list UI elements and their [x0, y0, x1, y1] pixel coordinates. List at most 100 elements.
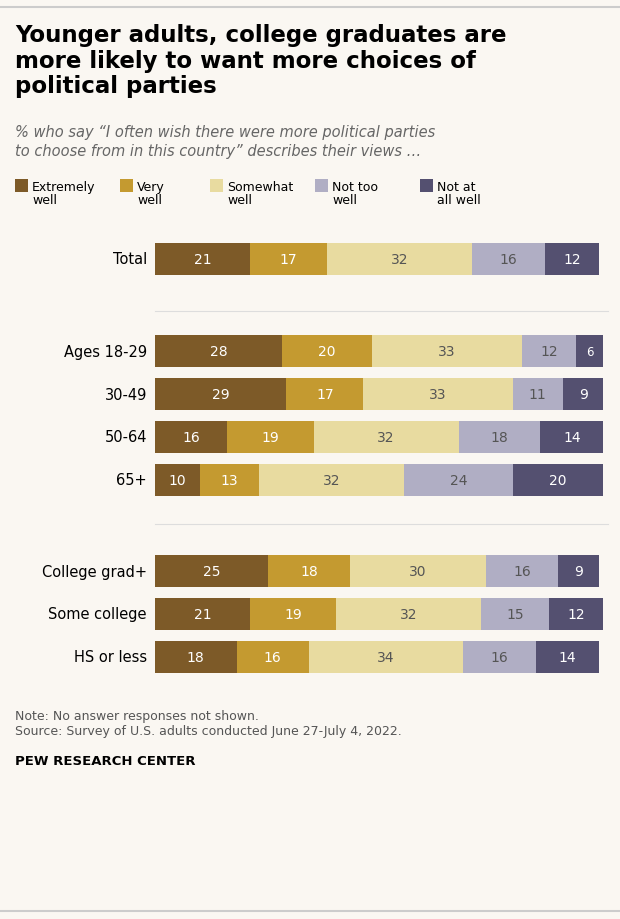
Bar: [268, 555, 350, 587]
Bar: [250, 244, 327, 276]
Text: Note: No answer responses not shown.: Note: No answer responses not shown.: [15, 709, 259, 722]
Text: Source: Survey of U.S. adults conducted June 27-July 4, 2022.: Source: Survey of U.S. adults conducted …: [15, 724, 402, 737]
Text: 16: 16: [513, 564, 531, 578]
Text: 6: 6: [586, 346, 593, 358]
Text: 32: 32: [378, 430, 395, 445]
Text: well: well: [332, 194, 357, 207]
Bar: [513, 379, 563, 411]
Bar: [15, 180, 28, 193]
Text: 19: 19: [285, 607, 302, 621]
Bar: [420, 180, 433, 193]
Text: well: well: [227, 194, 252, 207]
Text: 20: 20: [319, 345, 336, 358]
Text: 32: 32: [391, 253, 409, 267]
Bar: [463, 641, 536, 674]
Text: 21: 21: [194, 253, 211, 267]
Bar: [155, 555, 268, 587]
Bar: [228, 422, 314, 453]
Text: 33: 33: [430, 388, 447, 402]
Bar: [259, 464, 404, 496]
Text: 12: 12: [567, 607, 585, 621]
Text: 16: 16: [490, 651, 508, 664]
Text: PEW RESEARCH CENTER: PEW RESEARCH CENTER: [15, 754, 195, 767]
Bar: [563, 379, 603, 411]
Text: 12: 12: [540, 345, 558, 358]
Text: % who say “I often wish there were more political parties
to choose from in this: % who say “I often wish there were more …: [15, 125, 435, 158]
Bar: [120, 180, 133, 193]
Bar: [315, 180, 328, 193]
Bar: [237, 641, 309, 674]
Bar: [472, 244, 544, 276]
Text: 13: 13: [221, 473, 239, 487]
Text: 15: 15: [507, 607, 524, 621]
Text: well: well: [32, 194, 57, 207]
Bar: [210, 180, 223, 193]
Text: 11: 11: [529, 388, 547, 402]
Bar: [404, 464, 513, 496]
Text: Younger adults, college graduates are
more likely to want more choices of
politi: Younger adults, college graduates are mo…: [15, 24, 507, 98]
Bar: [577, 335, 603, 368]
Bar: [155, 598, 250, 630]
Text: 17: 17: [280, 253, 298, 267]
Bar: [459, 422, 540, 453]
Bar: [540, 422, 603, 453]
Bar: [481, 598, 549, 630]
Text: all well: all well: [437, 194, 480, 207]
Text: 65+: 65+: [117, 473, 147, 488]
Bar: [250, 598, 336, 630]
Bar: [327, 244, 472, 276]
Text: 14: 14: [559, 651, 576, 664]
Bar: [200, 464, 259, 496]
Bar: [155, 379, 286, 411]
Text: 16: 16: [182, 430, 200, 445]
Bar: [314, 422, 459, 453]
Text: 32: 32: [400, 607, 417, 621]
Text: 9: 9: [578, 388, 588, 402]
Bar: [155, 641, 237, 674]
Text: 24: 24: [450, 473, 467, 487]
Text: Somewhat: Somewhat: [227, 181, 293, 194]
Text: 9: 9: [574, 564, 583, 578]
Text: Some college: Some college: [48, 607, 147, 622]
Text: 16: 16: [264, 651, 281, 664]
Text: 30: 30: [409, 564, 427, 578]
Bar: [558, 555, 599, 587]
Text: Not at: Not at: [437, 181, 476, 194]
Text: 25: 25: [203, 564, 220, 578]
Text: 28: 28: [210, 345, 228, 358]
Text: 16: 16: [500, 253, 517, 267]
Bar: [286, 379, 363, 411]
Text: 34: 34: [378, 651, 395, 664]
Bar: [549, 598, 603, 630]
Text: 18: 18: [300, 564, 318, 578]
Bar: [336, 598, 481, 630]
Bar: [363, 379, 513, 411]
Text: Total: Total: [113, 252, 147, 267]
Text: 17: 17: [316, 388, 334, 402]
Text: HS or less: HS or less: [74, 650, 147, 664]
Bar: [309, 641, 463, 674]
Text: 18: 18: [490, 430, 508, 445]
Text: well: well: [137, 194, 162, 207]
Text: 14: 14: [563, 430, 580, 445]
Text: 18: 18: [187, 651, 205, 664]
Text: 33: 33: [438, 345, 456, 358]
Bar: [155, 335, 282, 368]
Text: Very: Very: [137, 181, 165, 194]
Text: 12: 12: [563, 253, 580, 267]
Bar: [536, 641, 599, 674]
Bar: [155, 422, 228, 453]
Text: College grad+: College grad+: [42, 564, 147, 579]
Text: 32: 32: [323, 473, 340, 487]
Text: 30-49: 30-49: [105, 387, 147, 403]
Text: 50-64: 50-64: [105, 430, 147, 445]
Text: 20: 20: [549, 473, 567, 487]
Text: Ages 18-29: Ages 18-29: [64, 344, 147, 359]
Text: Not too: Not too: [332, 181, 378, 194]
Bar: [513, 464, 603, 496]
Bar: [485, 555, 558, 587]
Bar: [544, 244, 599, 276]
Text: 29: 29: [212, 388, 229, 402]
Text: Extremely: Extremely: [32, 181, 95, 194]
Bar: [282, 335, 373, 368]
